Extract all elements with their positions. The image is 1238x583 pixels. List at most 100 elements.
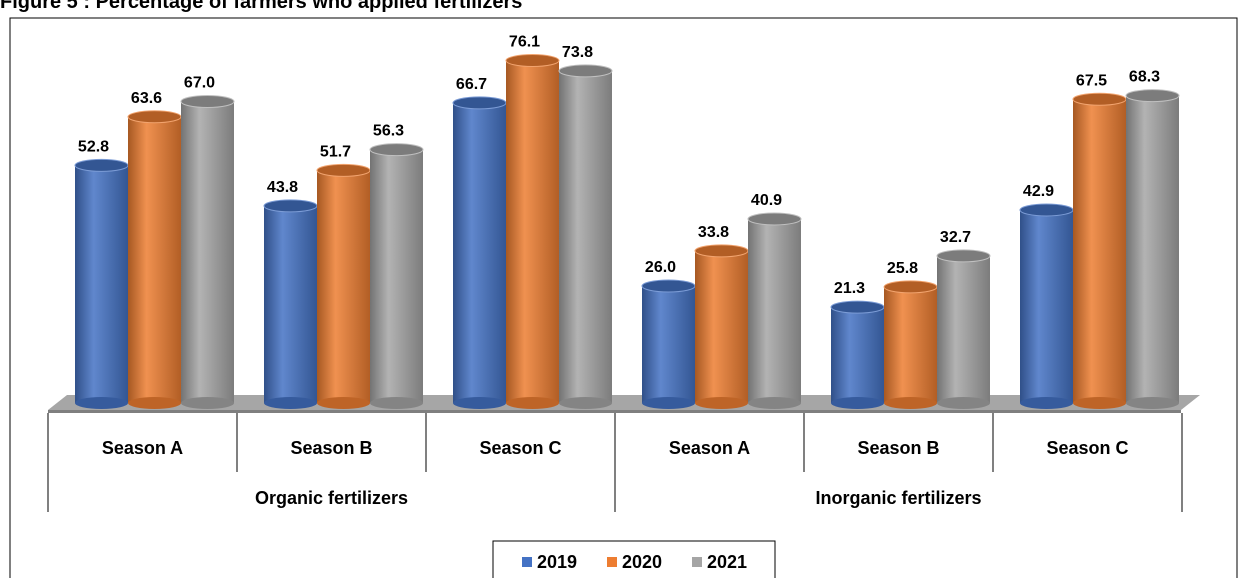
bar-base — [1073, 397, 1126, 409]
bar — [694, 244, 749, 409]
bar-body — [370, 149, 423, 403]
bar-base — [937, 397, 990, 409]
chart-title: Figure 5 : Percentage of farmers who app… — [0, 0, 522, 13]
bar-body — [1073, 99, 1126, 403]
x-tick-label: Season C — [1046, 438, 1128, 458]
legend-swatch — [522, 557, 532, 567]
bar-top — [641, 279, 696, 293]
data-label: 73.8 — [562, 44, 593, 61]
bar-base — [181, 397, 234, 409]
bar-base — [128, 397, 181, 409]
data-label: 56.3 — [373, 123, 404, 140]
bar-base — [695, 397, 748, 409]
legend-swatch — [692, 557, 702, 567]
legend-label: 2019 — [537, 552, 577, 572]
data-label: 32.7 — [940, 229, 971, 246]
bar-top — [263, 199, 318, 213]
bar-base — [506, 397, 559, 409]
bar-body — [642, 286, 695, 403]
x-tick-label: Season A — [669, 438, 750, 458]
group-label: Organic fertilizers — [255, 488, 408, 508]
bar-base — [453, 397, 506, 409]
bar-body — [506, 60, 559, 404]
legend-box — [492, 540, 776, 582]
x-tick-label: Season B — [857, 438, 939, 458]
bar-base — [748, 397, 801, 409]
bar — [883, 280, 938, 409]
bar-top — [883, 280, 938, 294]
bar-top — [747, 212, 802, 226]
bar-top — [694, 244, 749, 258]
bar-body — [181, 101, 234, 403]
data-label: 67.0 — [184, 75, 215, 92]
bar-body — [1020, 209, 1073, 403]
bar — [1072, 92, 1127, 409]
x-tick-label: Season A — [102, 438, 183, 458]
bar-base — [831, 397, 884, 409]
data-label: 42.9 — [1023, 183, 1054, 200]
bar-body — [748, 218, 801, 403]
floor-edge — [48, 410, 1181, 413]
bar-top — [505, 54, 560, 68]
bar — [936, 249, 991, 409]
bar-body — [831, 307, 884, 403]
bar-base — [884, 397, 937, 409]
bar-top — [1072, 92, 1127, 106]
data-label: 21.3 — [834, 280, 865, 297]
bar — [74, 158, 129, 409]
bar-top — [127, 110, 182, 124]
bar-base — [317, 397, 370, 409]
x-tick-label: Season B — [290, 438, 372, 458]
bar — [505, 54, 560, 409]
bar-body — [559, 70, 612, 404]
bar — [558, 64, 613, 409]
bar-top — [74, 158, 129, 172]
bar-top — [369, 143, 424, 157]
data-label: 51.7 — [320, 143, 351, 160]
bar-body — [128, 116, 181, 404]
bar-top — [830, 300, 885, 314]
bar-top — [558, 64, 613, 78]
bar-body — [695, 250, 748, 403]
bar-top — [1125, 89, 1180, 103]
bar — [316, 163, 371, 409]
data-label: 66.7 — [456, 76, 487, 93]
data-label: 76.1 — [509, 34, 540, 51]
bar — [127, 110, 182, 409]
x-tick-label: Season C — [479, 438, 561, 458]
bar-top — [1019, 203, 1074, 217]
legend: 2019 2020 2021 — [492, 540, 776, 582]
bar — [747, 212, 802, 409]
bar — [452, 96, 507, 409]
bar — [180, 95, 235, 409]
bar-body — [75, 165, 128, 403]
bar-body — [884, 286, 937, 403]
bar-base — [642, 397, 695, 409]
bar — [369, 143, 424, 409]
bar — [830, 300, 885, 409]
legend-swatch — [607, 557, 617, 567]
data-label: 63.6 — [131, 90, 162, 107]
bar-base — [1126, 397, 1179, 409]
bar-body — [317, 170, 370, 403]
bar-body — [937, 255, 990, 403]
legend-label: 2020 — [622, 552, 662, 572]
bar — [263, 199, 318, 409]
bar-base — [559, 397, 612, 409]
data-label: 43.8 — [267, 179, 298, 196]
bar-base — [370, 397, 423, 409]
bar-top — [452, 96, 507, 110]
bar-top — [180, 95, 235, 108]
bar-base — [75, 397, 128, 409]
data-label: 67.5 — [1076, 72, 1107, 89]
data-label: 25.8 — [887, 260, 918, 277]
bar-body — [264, 205, 317, 403]
data-label: 33.8 — [698, 224, 729, 241]
data-label: 40.9 — [751, 192, 782, 209]
group-label: Inorganic fertilizers — [815, 488, 981, 508]
bar-top — [936, 249, 991, 263]
bar — [1125, 89, 1180, 409]
bar-body — [1126, 95, 1179, 404]
bar-top — [316, 163, 371, 177]
